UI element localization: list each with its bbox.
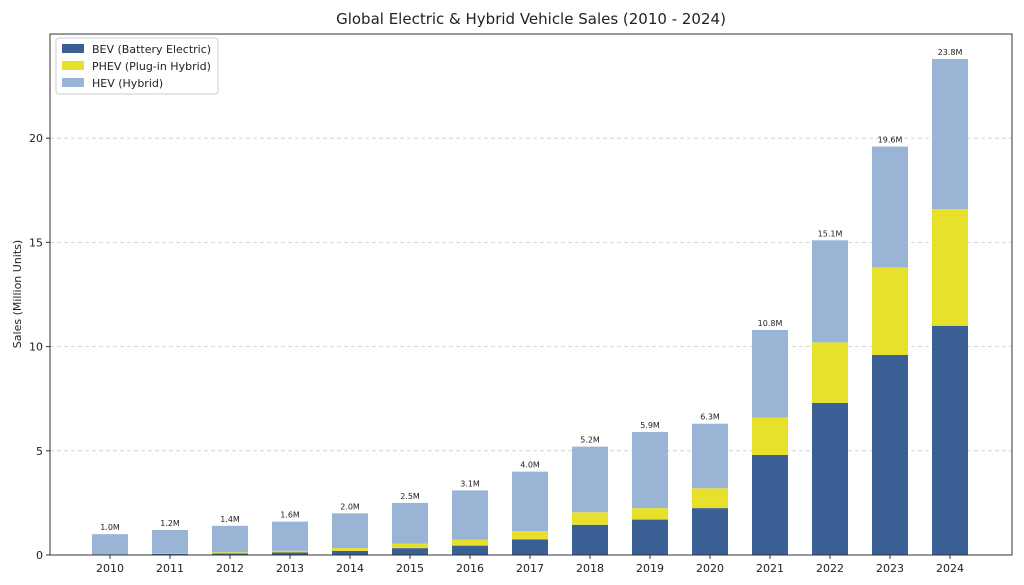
x-tick-label-2019: 2019 [636,562,664,575]
bar-2018-series-2 [572,446,608,513]
bar-2019-series-1 [632,508,668,520]
legend-swatch-0 [62,44,84,53]
y-tick-label-15: 15 [29,236,43,249]
total-label-2014: 2.0M [340,502,360,511]
total-label-2017: 4.0M [520,461,540,470]
x-tick-label-2024: 2024 [936,562,964,575]
bar-2017-series-0 [512,539,548,555]
total-label-2024: 23.8M [938,48,963,57]
bar-2024-series-1 [932,209,968,326]
y-tick-label-20: 20 [29,132,43,145]
total-label-2019: 5.9M [640,421,660,430]
x-tick-label-2015: 2015 [396,562,424,575]
bar-2022-series-1 [812,342,848,403]
bar-2020-series-2 [692,423,728,489]
y-tick-label-10: 10 [29,341,43,354]
bar-2013-series-0 [272,552,308,555]
legend-label-0: BEV (Battery Electric) [92,43,211,56]
legend-swatch-1 [62,61,84,70]
legend-label-1: PHEV (Plug-in Hybrid) [92,60,211,73]
total-labels: 1.0M 1.2M 1.4M 1.6M 2.0M 2.5M 3.1M 4.0M 5.2M 5.9M… [100,48,962,532]
bar-2024-series-0 [932,325,968,555]
bar-2012-series-0 [212,553,248,555]
bar-2022-series-0 [812,402,848,555]
total-label-2023: 19.6M [878,136,903,145]
bar-2021-series-2 [752,329,788,418]
bar-2014-series-1 [332,548,368,551]
bar-2015-series-2 [392,502,428,544]
bar-2023-series-0 [872,354,908,555]
bar-2022-series-2 [812,240,848,343]
legend-box [55,37,219,95]
bar-2012-series-1 [212,552,248,554]
bar-2013-series-1 [272,550,308,553]
x-tick-label-2014: 2014 [336,562,364,575]
bar-2015-series-1 [392,543,428,549]
total-label-2013: 1.6M [280,511,300,520]
bar-2019-series-2 [632,432,668,509]
legend-swatch-2 [62,78,84,87]
x-tick-label-2020: 2020 [696,562,724,575]
bar-2020-series-0 [692,508,728,555]
x-tick-label-2017: 2017 [516,562,544,575]
bar-2015-series-0 [392,548,428,555]
y-tick-label-0: 0 [36,549,43,562]
total-label-2021: 10.8M [758,319,783,328]
y-tick-label-5: 5 [36,445,43,458]
x-tick-label-2023: 2023 [876,562,904,575]
bar-2017-series-1 [512,531,548,540]
total-label-2020: 6.3M [700,413,720,422]
x-tick-label-2016: 2016 [456,562,484,575]
bar-2021-series-0 [752,454,788,555]
bar-2024-series-2 [932,59,968,210]
total-label-2011: 1.2M [160,519,180,528]
bar-2014-series-0 [332,550,368,555]
bar-2010-series-2 [92,534,128,555]
x-tick-label-2011: 2011 [156,562,184,575]
gridlines [50,137,1012,452]
y-axis-label: Sales (Million Units) [11,240,24,348]
legend: BEV (Battery Electric) PHEV (Plug-in Hybr… [55,37,219,95]
x-tick-label-2013: 2013 [276,562,304,575]
bar-2018-series-0 [572,524,608,555]
x-tick-label-2022: 2022 [816,562,844,575]
bar-2021-series-1 [752,417,788,455]
bar-2019-series-0 [632,519,668,555]
x-tick-label-2018: 2018 [576,562,604,575]
total-label-2015: 2.5M [400,492,420,501]
bar-2012-series-2 [212,525,248,553]
chart-title: Global Electric & Hybrid Vehicle Sales (… [336,10,726,28]
bar-2016-series-2 [452,490,488,540]
x-tick-label-2010: 2010 [96,562,124,575]
bar-2020-series-1 [692,488,728,509]
x-tick-label-2012: 2012 [216,562,244,575]
x-tick-label-2021: 2021 [756,562,784,575]
bars [92,59,968,555]
legend-label-2: HEV (Hybrid) [92,77,163,90]
bar-2016-series-0 [452,545,488,555]
bar-2023-series-2 [872,146,908,268]
bar-2013-series-2 [272,521,308,551]
plot-frame [49,33,1013,556]
total-label-2018: 5.2M [580,436,600,445]
total-label-2010: 1.0M [100,523,120,532]
bar-2017-series-2 [512,471,548,532]
total-label-2016: 3.1M [460,479,480,488]
axes: 0 5 10 15 20 2010 2011 2012 2013 2014 2015 2016 2017… [29,33,1013,575]
bar-2011-series-2 [152,529,188,554]
total-label-2012: 1.4M [220,515,240,524]
bar-2011-series-0 [152,553,188,555]
bar-2018-series-1 [572,512,608,525]
bar-2023-series-1 [872,267,908,355]
total-label-2022: 15.1M [818,229,843,238]
bar-2016-series-1 [452,539,488,546]
bar-2014-series-2 [332,513,368,549]
